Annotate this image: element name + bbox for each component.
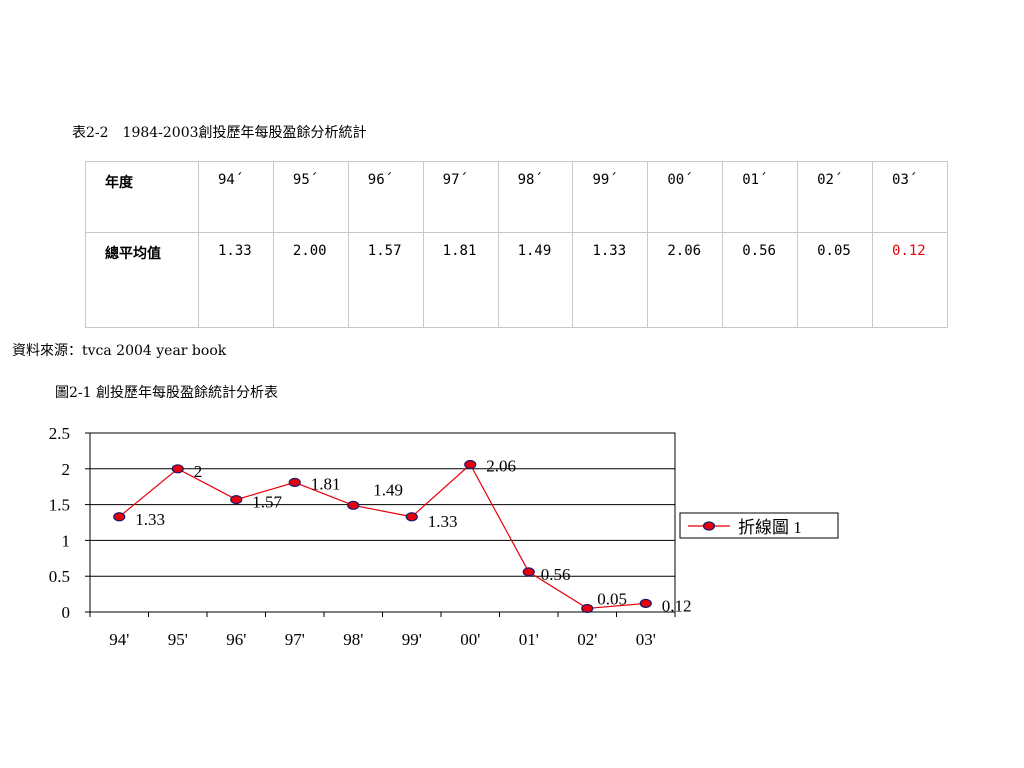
data-label: 2.06 <box>486 457 516 476</box>
data-label: 1.57 <box>252 493 282 512</box>
y-tick-label: 2.5 <box>49 424 70 443</box>
x-tick-label: 03' <box>636 630 656 649</box>
x-tick-label: 95' <box>168 630 188 649</box>
data-point <box>581 603 594 614</box>
data-label: 2 <box>194 462 203 481</box>
legend-label: 折線圖 1 <box>738 518 802 537</box>
series-line <box>118 463 646 610</box>
x-tick-label: 99' <box>402 630 422 649</box>
x-tick-label: 96' <box>226 630 246 649</box>
average-row: 總平均值 1.33 2.00 1.57 1.81 1.49 1.33 2.06 … <box>85 232 948 328</box>
year-header: 年度 <box>85 161 199 233</box>
value-cell: 1.33 <box>198 232 274 328</box>
x-tick-label: 00' <box>460 630 480 649</box>
data-point <box>522 567 535 577</box>
year-cell: 94´ <box>198 161 274 233</box>
y-tick-label: 1 <box>62 531 71 550</box>
y-tick-label: 2 <box>62 460 71 479</box>
data-label: 1.81 <box>311 474 341 493</box>
value-cell: 2.06 <box>647 232 724 328</box>
data-label: 1.49 <box>373 480 403 499</box>
chart-layer: 0 0.5 1 1.5 2 2.5 94' 95' 96' 97' 98' 99' 00' 01' 02' 0… <box>49 424 839 649</box>
data-point <box>288 477 301 488</box>
year-cell: 97´ <box>422 161 499 233</box>
x-tick-label: 98' <box>343 630 363 649</box>
table-caption: 表2-2 1984-2003創投歷年每股盈餘分析統計 <box>72 125 367 141</box>
year-cell: 00´ <box>647 161 724 233</box>
data-label: 0.56 <box>541 565 571 584</box>
year-cell: 02´ <box>797 161 874 233</box>
year-cell: 99´ <box>572 161 649 233</box>
data-label: 1.33 <box>428 512 458 531</box>
data-point <box>230 494 243 505</box>
year-cell: 01´ <box>722 161 799 233</box>
value-cell: 2.00 <box>272 232 349 328</box>
average-header: 總平均值 <box>85 232 199 328</box>
x-tick-label: 01' <box>519 630 539 649</box>
data-point <box>347 500 360 510</box>
year-cell: 98´ <box>497 161 574 233</box>
value-cell: 0.56 <box>722 232 799 328</box>
y-tick-label: 0 <box>62 603 71 622</box>
x-tick-label: 02' <box>577 630 597 649</box>
x-tick-label: 97' <box>285 630 305 649</box>
data-point <box>464 459 477 470</box>
data-point <box>639 598 652 609</box>
value-cell: 1.81 <box>422 232 499 328</box>
y-tick-label: 1.5 <box>49 496 70 515</box>
value-cell: 1.49 <box>497 232 574 328</box>
data-point <box>113 512 126 522</box>
year-cell: 03´ <box>872 161 948 233</box>
x-tick-label: 94' <box>109 630 129 649</box>
source-note: 資料來源：tvca 2004 year book <box>12 343 227 359</box>
plot-area <box>89 432 676 613</box>
data-point <box>405 512 418 522</box>
data-label: 0.05 <box>597 589 627 608</box>
figure-caption: 圖2-1 創投歷年每股盈餘統計分析表 <box>55 385 278 401</box>
data-point <box>171 464 184 474</box>
data-label: 1.33 <box>135 510 165 529</box>
year-cell: 95´ <box>272 161 349 233</box>
data-label: 0.12 <box>662 596 692 615</box>
eps-table: 年度 94´ 95´ 96´ 97´ 98´ 99´ 00´ 01´ 02´ 0… <box>85 161 948 328</box>
y-tick-label: 0.5 <box>49 567 70 586</box>
year-row: 年度 94´ 95´ 96´ 97´ 98´ 99´ 00´ 01´ 02´ 0… <box>85 161 948 233</box>
legend-marker <box>702 521 716 531</box>
value-cell-highlight: 0.12 <box>872 232 948 328</box>
value-cell: 1.33 <box>572 232 649 328</box>
